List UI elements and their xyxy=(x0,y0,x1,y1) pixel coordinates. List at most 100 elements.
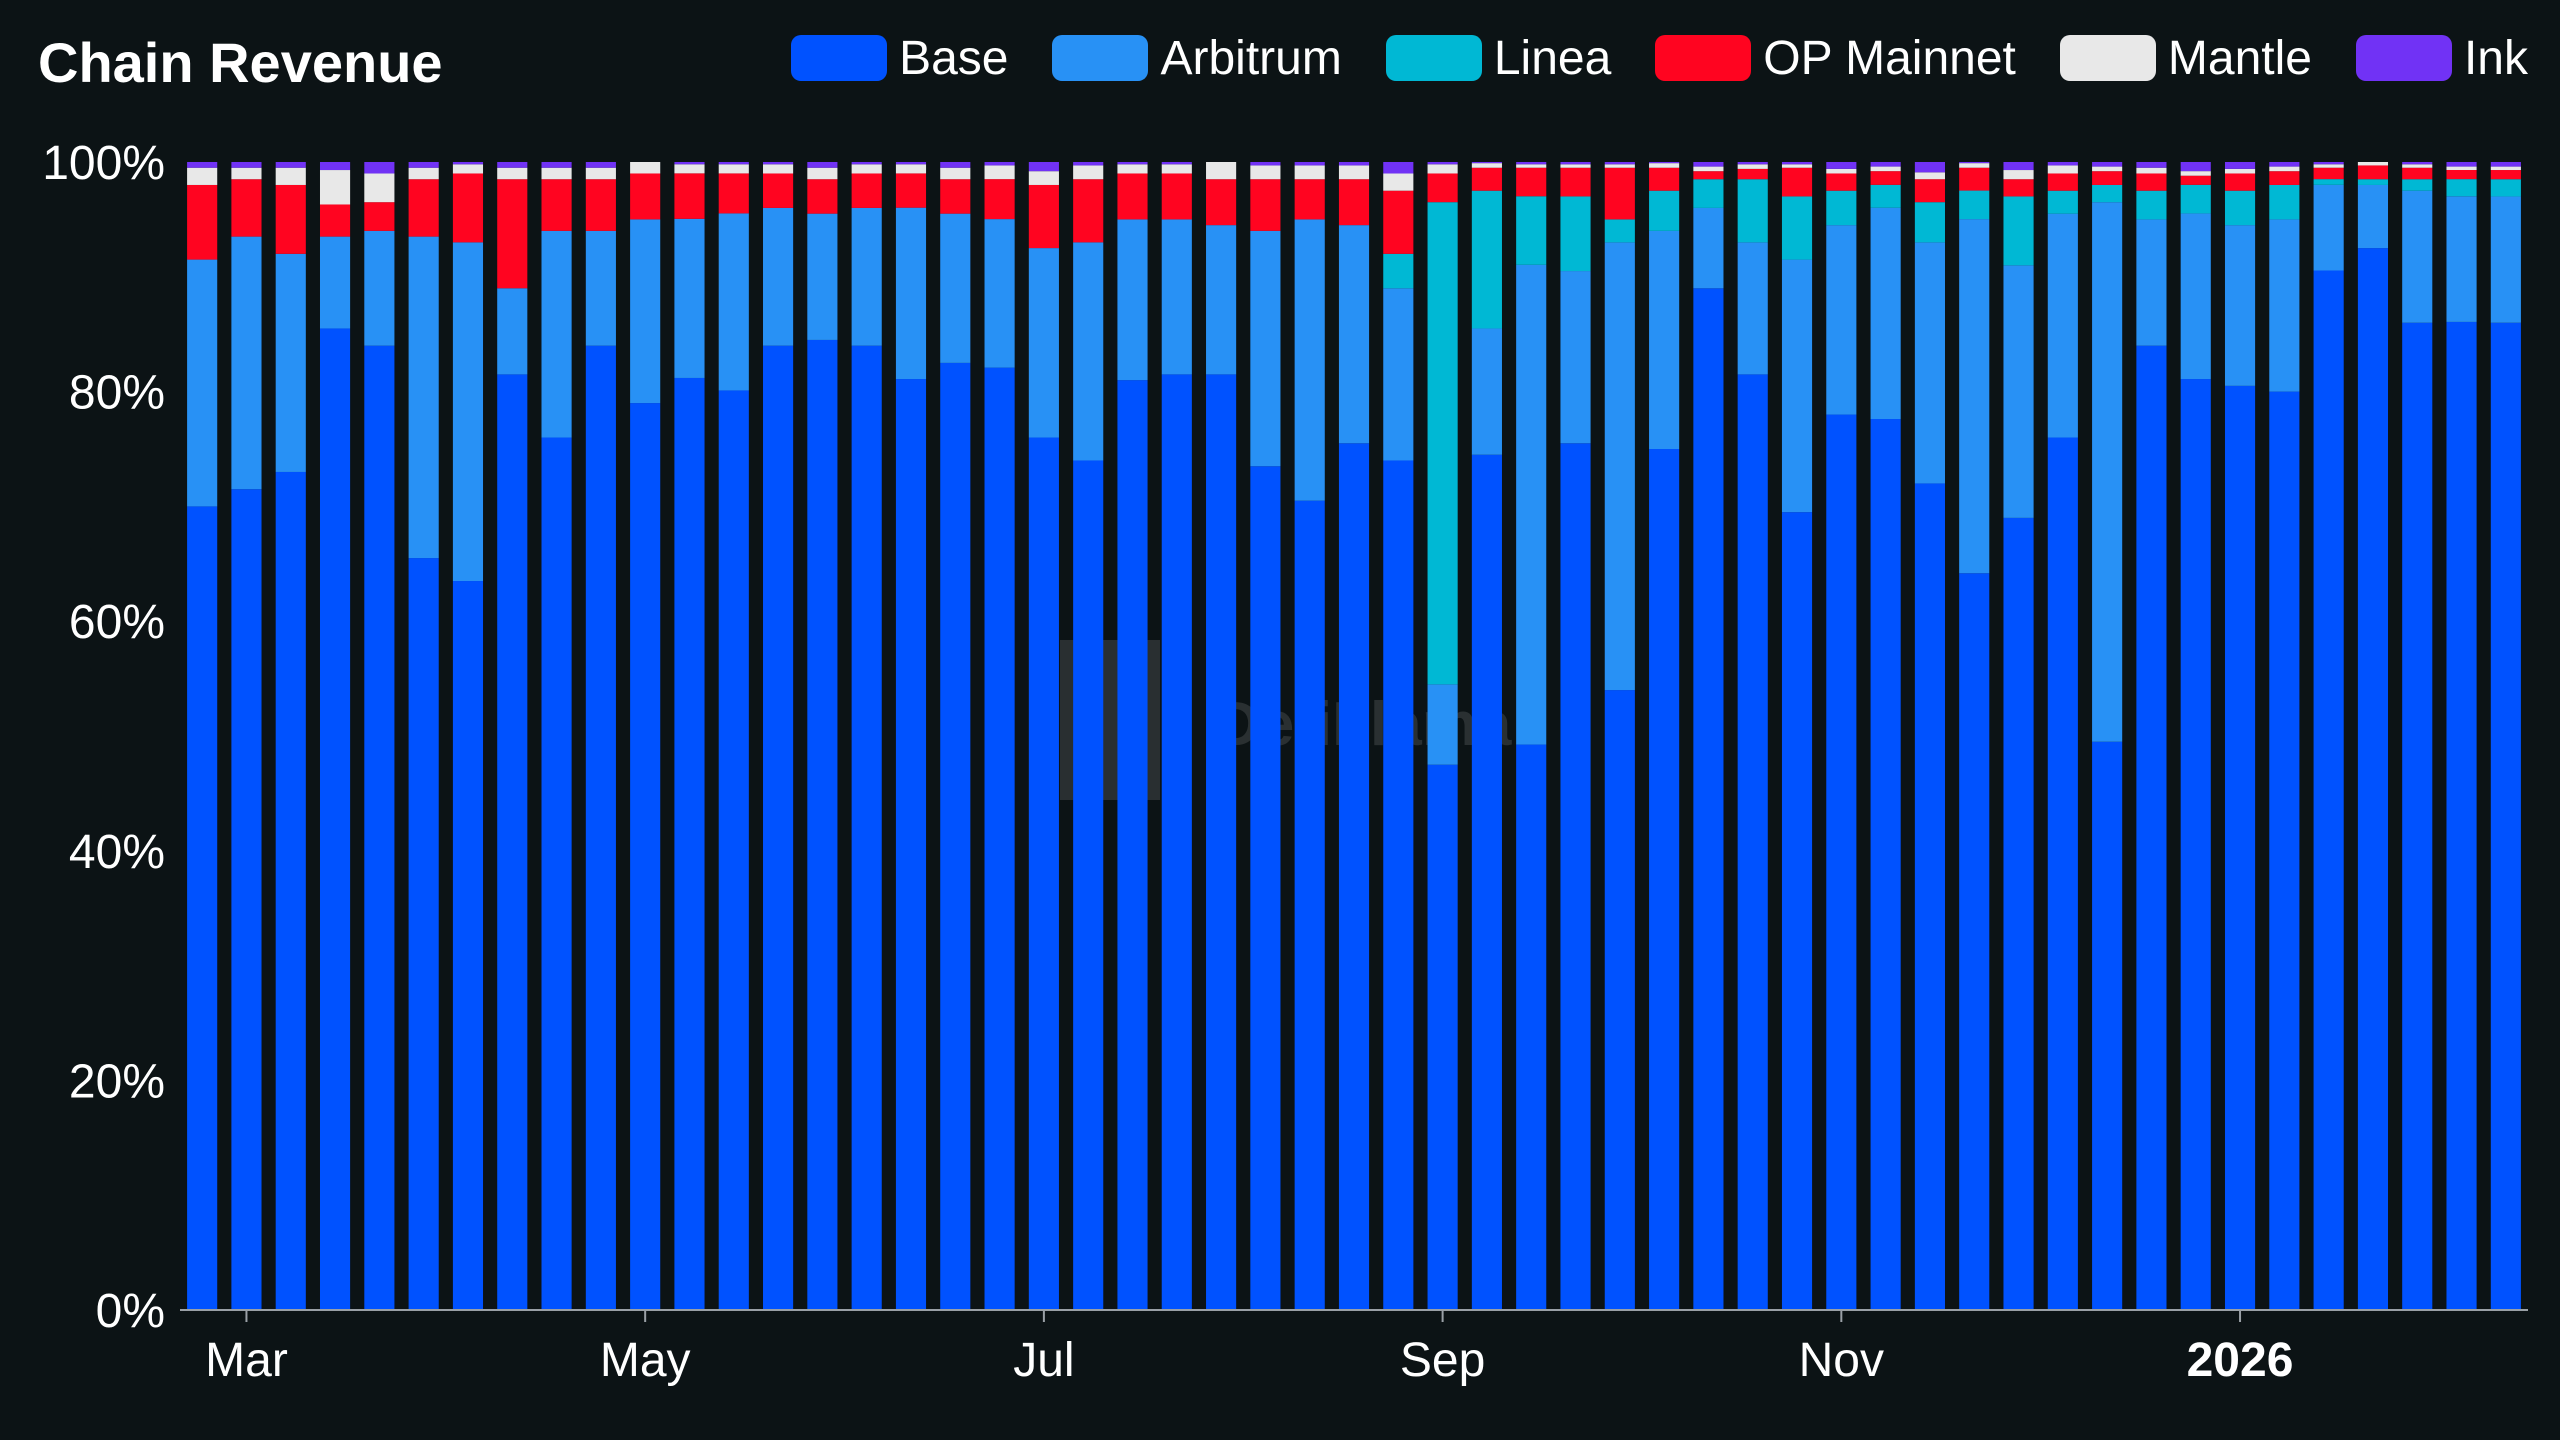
bar-segment-ink[interactable] xyxy=(851,162,882,165)
bar-segment-base[interactable] xyxy=(895,379,927,1310)
bar-segment-op-mainnet[interactable] xyxy=(1737,168,1768,180)
bar-segment-op-mainnet[interactable] xyxy=(1427,173,1458,203)
bar-segment-op-mainnet[interactable] xyxy=(630,173,661,220)
bar-segment-linea[interactable] xyxy=(1383,253,1414,289)
bar-segment-mantle[interactable] xyxy=(1383,173,1414,191)
bar-segment-op-mainnet[interactable] xyxy=(1826,173,1857,191)
bar-segment-base[interactable] xyxy=(319,328,351,1311)
bar-segment-ink[interactable] xyxy=(541,162,572,168)
bar-segment-op-mainnet[interactable] xyxy=(940,179,971,214)
bar-segment-base[interactable] xyxy=(1516,744,1547,1310)
bar-segment-arbitrum[interactable] xyxy=(2490,196,2521,323)
bar-segment-linea[interactable] xyxy=(1781,196,1813,260)
bar-segment-ink[interactable] xyxy=(1560,162,1591,165)
bar-segment-mantle[interactable] xyxy=(1826,168,1857,174)
bar-segment-ink[interactable] xyxy=(1294,162,1325,166)
bar-segment-base[interactable] xyxy=(2446,321,2477,1310)
bar-segment-mantle[interactable] xyxy=(364,173,395,203)
bar-segment-op-mainnet[interactable] xyxy=(2047,173,2078,191)
bar-segment-ink[interactable] xyxy=(2402,162,2433,165)
bar-segment-mantle[interactable] xyxy=(408,167,439,180)
bar-segment-arbitrum[interactable] xyxy=(1427,684,1458,765)
bar-segment-mantle[interactable] xyxy=(319,170,351,205)
bar-segment-mantle[interactable] xyxy=(674,164,705,174)
bar-segment-mantle[interactable] xyxy=(718,164,749,174)
bar-segment-linea[interactable] xyxy=(2446,179,2477,197)
bar-segment-mantle[interactable] xyxy=(1206,162,1237,180)
bar-segment-base[interactable] xyxy=(2224,385,2256,1310)
bar-segment-arbitrum[interactable] xyxy=(1959,219,1990,574)
bar-segment-linea[interactable] xyxy=(2047,190,2078,214)
bar-segment-mantle[interactable] xyxy=(2092,166,2123,172)
bar-segment-op-mainnet[interactable] xyxy=(1870,171,1901,185)
bar-segment-linea[interactable] xyxy=(2402,179,2433,191)
bar-segment-linea[interactable] xyxy=(2490,179,2521,197)
bar-segment-base[interactable] xyxy=(497,374,528,1310)
bar-segment-base[interactable] xyxy=(1117,380,1148,1310)
bar-segment-ink[interactable] xyxy=(2047,162,2078,166)
bar-segment-ink[interactable] xyxy=(763,162,794,165)
bar-segment-mantle[interactable] xyxy=(1338,165,1370,180)
bar-segment-ink[interactable] xyxy=(1161,162,1192,165)
bar-segment-mantle[interactable] xyxy=(1649,163,1680,168)
bar-segment-base[interactable] xyxy=(2136,345,2167,1310)
bar-segment-base[interactable] xyxy=(1471,454,1502,1310)
bar-segment-ink[interactable] xyxy=(1870,162,1901,167)
bar-segment-mantle[interactable] xyxy=(2402,164,2433,168)
bar-segment-linea[interactable] xyxy=(1560,196,1591,272)
bar-segment-ink[interactable] xyxy=(408,162,439,168)
bar-segment-linea[interactable] xyxy=(1914,202,1945,243)
bar-segment-linea[interactable] xyxy=(1959,190,1990,220)
bar-segment-arbitrum[interactable] xyxy=(1161,219,1192,375)
bar-segment-base[interactable] xyxy=(1427,764,1458,1310)
bar-segment-op-mainnet[interactable] xyxy=(231,179,262,237)
bar-segment-base[interactable] xyxy=(1250,466,1281,1311)
bar-segment-base[interactable] xyxy=(2313,270,2344,1310)
bar-segment-base[interactable] xyxy=(2357,248,2389,1311)
bar-segment-op-mainnet[interactable] xyxy=(1117,173,1148,220)
bar-segment-base[interactable] xyxy=(408,558,439,1310)
bar-segment-op-mainnet[interactable] xyxy=(1604,167,1635,220)
legend-item-ink[interactable]: Ink xyxy=(2355,31,2528,86)
bar-segment-arbitrum[interactable] xyxy=(1826,225,1857,415)
bar-segment-arbitrum[interactable] xyxy=(275,253,306,472)
bar-segment-op-mainnet[interactable] xyxy=(2313,167,2344,180)
bar-segment-op-mainnet[interactable] xyxy=(364,202,395,231)
bar-segment-mantle[interactable] xyxy=(630,162,661,174)
bar-segment-ink[interactable] xyxy=(2490,162,2521,167)
bar-segment-linea[interactable] xyxy=(2003,196,2034,266)
bar-segment-mantle[interactable] xyxy=(2446,166,2477,170)
bar-segment-ink[interactable] xyxy=(187,162,218,168)
bar-segment-op-mainnet[interactable] xyxy=(2224,173,2256,191)
bar-segment-linea[interactable] xyxy=(2180,184,2211,214)
bar-segment-base[interactable] xyxy=(1914,483,1945,1310)
bar-segment-arbitrum[interactable] xyxy=(895,207,927,380)
bar-segment-base[interactable] xyxy=(984,367,1015,1310)
bar-segment-base[interactable] xyxy=(2180,379,2211,1310)
bar-segment-mantle[interactable] xyxy=(1161,164,1192,174)
bar-segment-ink[interactable] xyxy=(1427,162,1458,165)
bar-segment-ink[interactable] xyxy=(1028,162,1059,172)
bar-segment-ink[interactable] xyxy=(2269,162,2300,167)
bar-segment-arbitrum[interactable] xyxy=(2357,184,2389,249)
bar-segment-op-mainnet[interactable] xyxy=(674,173,705,219)
bar-segment-arbitrum[interactable] xyxy=(497,288,528,375)
bar-segment-linea[interactable] xyxy=(2357,179,2389,185)
bar-segment-linea[interactable] xyxy=(2269,184,2300,220)
bar-segment-op-mainnet[interactable] xyxy=(497,179,528,289)
bar-segment-base[interactable] xyxy=(1073,460,1104,1311)
bar-segment-mantle[interactable] xyxy=(1693,166,1724,172)
bar-segment-op-mainnet[interactable] xyxy=(1028,184,1059,249)
bar-segment-mantle[interactable] xyxy=(1250,165,1281,180)
bar-segment-mantle[interactable] xyxy=(231,167,262,180)
bar-segment-mantle[interactable] xyxy=(1471,163,1502,168)
bar-segment-arbitrum[interactable] xyxy=(1516,264,1547,745)
bar-segment-op-mainnet[interactable] xyxy=(452,173,484,243)
bar-segment-mantle[interactable] xyxy=(275,167,306,185)
bar-segment-base[interactable] xyxy=(1693,288,1724,1310)
bar-segment-arbitrum[interactable] xyxy=(718,213,749,391)
bar-segment-op-mainnet[interactable] xyxy=(2402,167,2433,180)
bar-segment-op-mainnet[interactable] xyxy=(541,179,572,231)
bar-segment-mantle[interactable] xyxy=(585,167,616,180)
bar-segment-mantle[interactable] xyxy=(1117,164,1148,174)
